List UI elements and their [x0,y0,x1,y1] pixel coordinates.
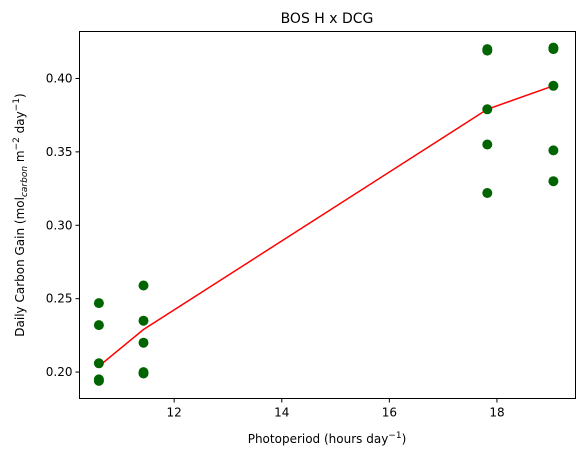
x-axis-label-tail: ) [402,432,407,446]
y-tick-label: 0.35 [46,145,73,159]
y-axis-label-tail: ) [13,93,27,98]
x-tick-label: 14 [274,406,289,420]
data-point [482,188,493,198]
data-point [482,139,493,150]
y-axis-label-sup1: −2 [12,137,22,150]
fit-line-layer [98,85,554,367]
data-point [482,44,493,55]
data-point [138,367,149,378]
x-tick-label: 16 [382,406,397,420]
data-point [482,104,493,115]
data-point [138,315,149,326]
x-tick-label: 12 [167,406,182,420]
x-axis-label-main: Photoperiod (hours day [248,432,389,446]
data-point [548,176,559,187]
data-point [548,44,559,55]
data-point [93,358,104,369]
fit-line [98,85,554,367]
x-tick-label: 18 [489,406,504,420]
chart-title: BOS H x DCG [281,11,374,27]
x-axis-label: Photoperiod (hours day−1) [248,431,407,446]
x-axis-label-sup: −1 [388,431,401,441]
y-tick-label: 0.40 [46,71,73,85]
y-axis-label-mid2: day [13,111,27,137]
y-axis-label-mid: m [13,150,27,166]
data-point [93,374,104,385]
y-tick-label: 0.25 [46,292,73,306]
y-axis-label-main: Daily Carbon Gain (mol [13,197,27,337]
data-point [138,337,149,348]
data-point [93,298,104,309]
data-point [548,80,559,91]
data-points-layer [93,42,559,386]
y-tick-label: 0.30 [46,218,73,232]
y-axis-ticks: 0.20 0.25 0.30 0.35 0.40 [46,71,80,379]
y-axis-label-sup2: −1 [12,98,22,111]
y-tick-label: 0.20 [46,365,73,379]
data-point [138,280,149,291]
y-axis-label-sub: carbon [20,166,30,197]
data-point [93,320,104,331]
x-axis-ticks: 12 14 16 18 [167,398,505,420]
y-axis-label: Daily Carbon Gain (molcarbon m−2 day−1) [12,93,30,336]
plot-frame [79,31,576,399]
data-point [548,145,559,156]
